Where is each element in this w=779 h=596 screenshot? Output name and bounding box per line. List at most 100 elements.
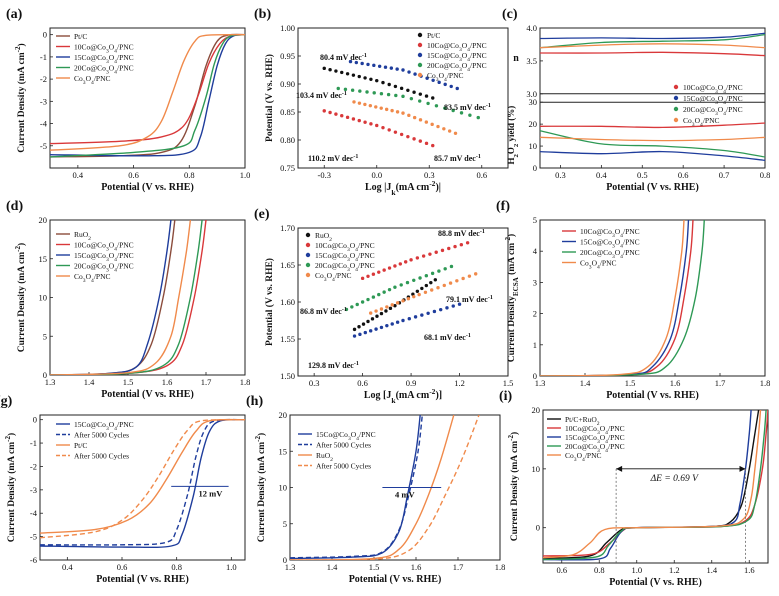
text-span: 4 — [605, 439, 608, 445]
text-span: 85.7 mV — [434, 154, 464, 163]
data-point — [350, 305, 354, 309]
text-span: yield (%) — [506, 106, 516, 144]
data-point — [371, 295, 376, 299]
data-point — [328, 67, 332, 72]
text-span: 3 — [106, 426, 109, 432]
y-tick-label: -3 — [40, 96, 47, 106]
text-span: 20Co@ — [565, 442, 588, 451]
data-point — [363, 76, 367, 80]
data-point — [406, 297, 411, 301]
data-point — [361, 322, 366, 326]
data-point — [468, 113, 472, 117]
text-span: RuO — [74, 230, 89, 239]
data-point — [461, 276, 465, 281]
data-point — [401, 94, 405, 99]
text-span: -1 — [342, 307, 347, 313]
text-span: 15Co@ — [74, 251, 97, 260]
data-point — [418, 99, 422, 103]
x-tick-label: 1.0 — [631, 565, 642, 575]
x-tick-label: 0.4 — [73, 170, 84, 180]
text-span: 4 — [597, 265, 600, 271]
text-span: ) — [6, 433, 17, 436]
text-span: 4 — [605, 430, 608, 436]
legend-label: Pt/C — [427, 31, 440, 40]
text-span: Co — [339, 430, 348, 439]
text-span: 3 — [597, 439, 600, 445]
text-span: 4 — [620, 254, 623, 260]
text-span: 80.4 mV — [320, 53, 350, 62]
data-point — [412, 278, 416, 282]
text-span: RuO — [315, 231, 330, 240]
text-span: O — [462, 61, 468, 70]
legend-label: 15Co@Co3O4/PNC — [74, 420, 134, 432]
text-span: 20Co@ — [427, 61, 450, 70]
data-point — [375, 314, 379, 318]
x-tick-label: 1.5 — [625, 378, 636, 388]
text-span: -2 — [14, 46, 22, 52]
data-point — [406, 134, 410, 139]
x-axis-label: Potential (V vs. RHE) — [606, 390, 699, 401]
text-span: J — [386, 182, 391, 193]
data-point — [409, 96, 414, 101]
text-span: 10Co@ — [427, 41, 450, 50]
text-span: After 5000 Cycles — [74, 452, 129, 461]
text-span: 4 — [467, 47, 470, 53]
text-span: O — [109, 53, 115, 62]
text-span: 4 — [91, 80, 94, 86]
x-tick-label: 1.7 — [453, 562, 464, 572]
text-span: 4 — [356, 436, 359, 442]
text-span: Co — [97, 420, 106, 429]
panel-label: (b) — [254, 7, 271, 22]
slope-annotation: 110.2 mV dec-1 — [308, 154, 358, 163]
data-point — [426, 311, 430, 315]
legend-marker — [305, 252, 311, 258]
data-point — [451, 304, 455, 308]
text-span: cm — [257, 442, 267, 454]
data-point — [366, 319, 370, 324]
text-span: dec — [342, 361, 354, 370]
text-span: 3 — [597, 430, 600, 436]
legend-label: Co3O4/PNC — [683, 116, 720, 128]
text-span: Current Density (mA — [16, 264, 27, 352]
text-span: Pt/C+ — [565, 415, 583, 424]
text-span: Log | — [365, 182, 386, 193]
text-span: 3 — [715, 111, 718, 117]
y-tick-label: 1.55 — [280, 334, 295, 344]
data-point — [449, 264, 454, 269]
text-span: Co — [588, 433, 597, 442]
data-point — [413, 72, 417, 76]
text-span: ) — [16, 243, 27, 246]
text-span: 10Co@ — [74, 241, 97, 250]
legend-marker — [305, 262, 311, 268]
slope-annotation: 86.8 mV dec-1 — [300, 307, 347, 316]
series-line — [290, 415, 455, 560]
panel-label: (c) — [502, 7, 518, 22]
text-span: 2 — [329, 237, 332, 243]
text-span: /PNC — [470, 41, 487, 50]
text-span: Potential (V vs. RHE) — [606, 182, 699, 193]
y-tick-label: 0 — [533, 371, 537, 381]
text-span: /PNC — [608, 442, 625, 451]
text-span: 15Co@ — [316, 430, 339, 439]
legend-label: 20Co@Co3O4/PNC — [74, 262, 134, 274]
text-span: 20Co@ — [580, 248, 603, 257]
text-span: Density — [507, 296, 517, 327]
x-tick-label: 1.5 — [123, 377, 134, 387]
text-span: O — [350, 261, 356, 270]
data-point — [395, 301, 400, 305]
x-axis-label: Potential (V vs. RHE) — [606, 182, 699, 193]
text-span: 3 — [612, 233, 615, 239]
text-span: O — [350, 251, 356, 260]
text-span: Potential (V vs. RHE) — [609, 577, 702, 588]
data-point — [399, 283, 403, 287]
text-span: 3 — [106, 70, 109, 76]
data-point — [351, 73, 356, 77]
text-span: O — [109, 241, 115, 250]
text-span: O — [439, 71, 445, 80]
data-point — [436, 124, 440, 129]
text-span: After 5000 Cycles — [74, 431, 129, 440]
x-tick-label: 0.8 — [594, 565, 605, 575]
text-span: 15Co@ — [74, 420, 97, 429]
text-span: ) — [256, 433, 267, 436]
text-span: 4 — [467, 57, 470, 63]
